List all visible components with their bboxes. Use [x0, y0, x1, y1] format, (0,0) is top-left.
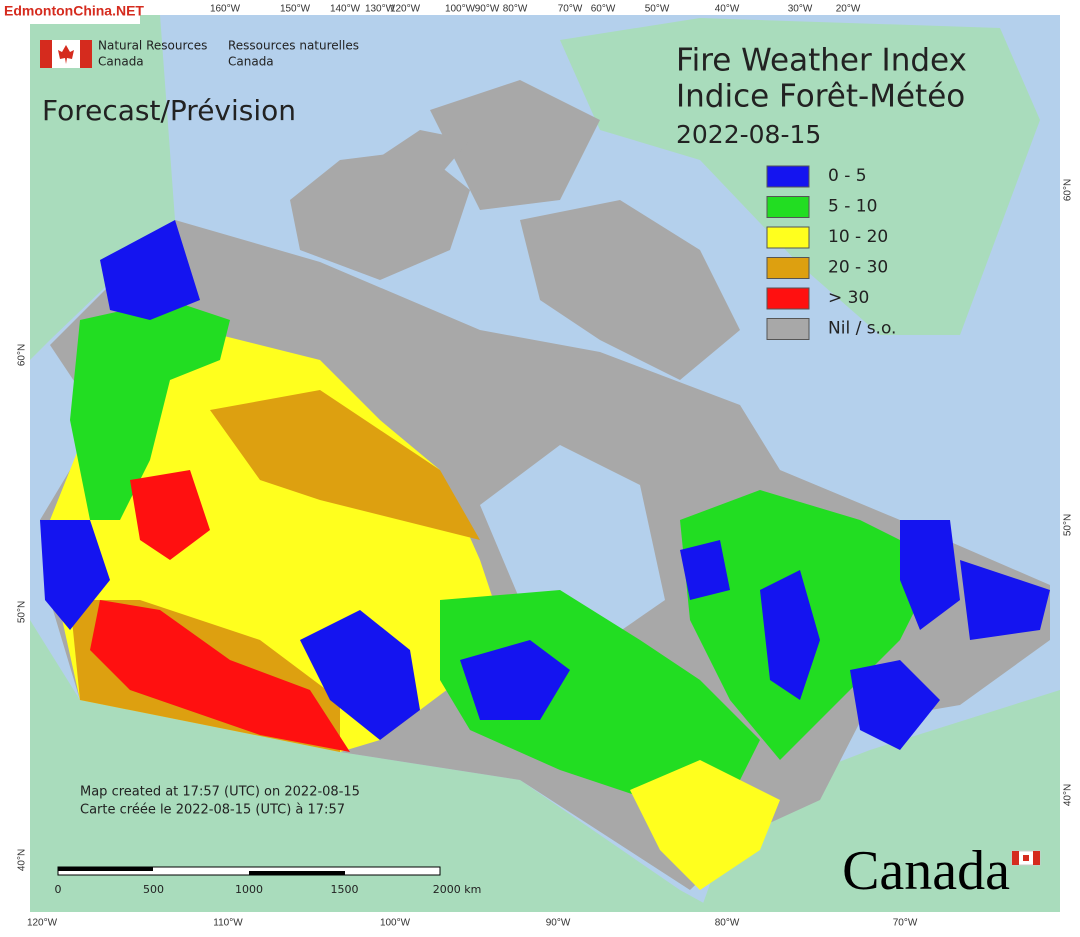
graticule-label: 40°N [17, 849, 28, 871]
graticule-label: 30°W [788, 4, 813, 15]
scale-label: 1500 [331, 883, 359, 896]
title: Indice Forêt-Météo [676, 79, 965, 115]
legend-swatch [766, 196, 810, 218]
graticule-label: 40°W [715, 4, 740, 15]
graticule-label: 90°W [475, 4, 500, 15]
graticule-label: 140°W [330, 4, 361, 15]
date: 2022-08-15 [676, 120, 821, 149]
wordmark: Canada [842, 840, 1010, 902]
title: Fire Weather Index [676, 43, 967, 79]
scale-label: 2000 km [433, 883, 482, 896]
legend-label: 0 - 5 [828, 166, 867, 186]
graticule-label: 20°W [836, 4, 861, 15]
graticule-label: 130°W [365, 4, 396, 15]
graticule-label: 80°W [503, 4, 528, 15]
graticule-label: 60°W [591, 4, 616, 15]
graticule-label: 120°W [27, 918, 58, 929]
legend-swatch [766, 287, 810, 310]
watermark: EdmontonChina.NET [4, 3, 144, 19]
subtitle: Forecast/Prévision [42, 94, 296, 127]
agency-en: Canada [98, 55, 144, 69]
wordmark-flag [1011, 850, 1041, 866]
graticule-label: 40°N [1063, 784, 1074, 806]
note: Carte créée le 2022-08-15 (UTC) à 17:57 [80, 803, 345, 818]
graticule-label: 100°W [380, 918, 411, 929]
graticule-label: 70°W [893, 918, 918, 929]
graticule-label: 70°W [558, 4, 583, 15]
legend-swatch [766, 226, 810, 249]
graticule-label: 60°N [1063, 179, 1074, 201]
graticule-label: 80°W [715, 918, 740, 929]
legend-swatch [766, 165, 810, 188]
fwi-zones [40, 220, 1050, 890]
legend-label: 20 - 30 [828, 258, 888, 278]
graticule-label: 150°W [280, 4, 311, 15]
graticule-label: 160°W [210, 4, 241, 15]
graticule-label: 60°N [17, 344, 28, 366]
legend-label: > 30 [828, 288, 869, 308]
scale-label: 0 [55, 883, 62, 896]
graticule-label: 110°W [213, 918, 243, 929]
graticule-label: 50°N [1063, 514, 1074, 536]
agency-fr: Canada [228, 55, 274, 69]
agency-fr: Ressources naturelles [228, 39, 359, 53]
graticule-label: 50°N [17, 601, 28, 623]
graticule-label: 100°W [445, 4, 476, 15]
legend-label: Nil / s.o. [828, 319, 896, 339]
legend-label: 5 - 10 [828, 197, 877, 217]
graticule-label: 90°W [546, 918, 571, 929]
legend-swatch [766, 257, 810, 279]
legend-swatch [766, 318, 810, 340]
scale-bar [57, 866, 441, 876]
watermark-bg [0, 0, 140, 24]
graticule-label: 50°W [645, 4, 670, 15]
note: Map created at 17:57 (UTC) on 2022-08-15 [80, 785, 360, 800]
scale-label: 500 [143, 883, 164, 896]
logo-flag [40, 40, 92, 68]
legend-label: 10 - 20 [828, 227, 888, 247]
graticule-label: 120°W [390, 4, 421, 15]
scale-label: 1000 [235, 883, 263, 896]
agency-en: Natural Resources [98, 39, 207, 53]
